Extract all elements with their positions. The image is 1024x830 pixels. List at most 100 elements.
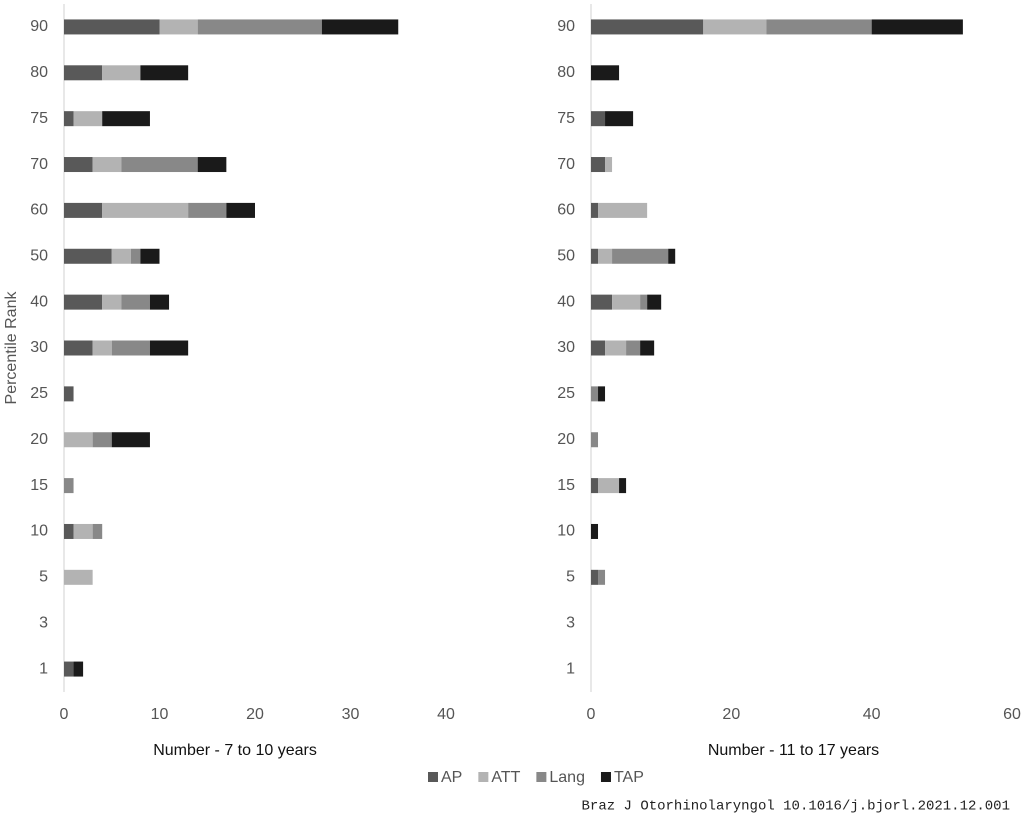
y-tick-label: 15 — [30, 477, 48, 494]
bar-segment — [92, 432, 112, 448]
x-axis-title: Number - 11 to 17 years — [708, 742, 879, 759]
bar-segment — [226, 202, 255, 218]
bar-segment — [111, 248, 131, 264]
y-tick-label: 10 — [30, 523, 48, 540]
bar-segment — [64, 294, 103, 310]
bar-segment — [140, 248, 160, 264]
bar-segment — [640, 340, 655, 356]
bar-segment — [591, 202, 599, 218]
bar-segment — [591, 294, 613, 310]
y-tick-label: 75 — [557, 110, 575, 127]
bar-segment — [766, 19, 872, 35]
y-tick-label: 60 — [557, 202, 575, 219]
bar-segment — [64, 65, 103, 81]
legend-label: ATT — [491, 769, 520, 786]
bar-segment — [598, 386, 606, 402]
y-tick-label: 5 — [39, 569, 48, 586]
bar-segment — [598, 202, 648, 218]
bar-segment — [64, 569, 93, 585]
y-tick-label: 70 — [557, 156, 575, 173]
legend-label: TAP — [614, 769, 644, 786]
bar-segment — [598, 478, 620, 494]
x-tick-label: 30 — [342, 706, 360, 723]
y-tick-label: 30 — [30, 339, 48, 356]
bar-segment — [64, 340, 93, 356]
bar-segment — [64, 202, 103, 218]
bar-segment — [102, 65, 141, 81]
bar-segment — [591, 523, 599, 539]
legend-swatch — [428, 772, 438, 782]
bar-segment — [591, 157, 606, 173]
y-tick-label: 25 — [30, 385, 48, 402]
bar-segment — [64, 248, 112, 264]
bar-segment — [121, 157, 198, 173]
y-tick-label: 40 — [30, 293, 48, 310]
x-tick-label: 20 — [246, 706, 264, 723]
y-tick-label: 70 — [30, 156, 48, 173]
bar-segment — [668, 248, 676, 264]
bar-segment — [591, 478, 599, 494]
bar-segment — [102, 294, 122, 310]
bar-segment — [605, 111, 634, 127]
y-tick-label: 3 — [566, 614, 575, 631]
bar-segment — [612, 248, 669, 264]
x-axis-title: Number - 7 to 10 years — [153, 742, 317, 759]
bar-segment — [591, 65, 620, 81]
y-tick-label: 10 — [557, 523, 575, 540]
y-tick-label: 3 — [39, 614, 48, 631]
bar-segment — [64, 111, 74, 127]
x-tick-label: 10 — [151, 706, 169, 723]
bar-segment — [149, 340, 189, 356]
x-tick-label: 0 — [587, 706, 596, 723]
x-tick-label: 40 — [437, 706, 455, 723]
y-tick-label: 25 — [557, 385, 575, 402]
source: Braz J Otorhinolaryngol 10.1016/j.bjorl.… — [582, 799, 1010, 815]
bar-segment — [591, 248, 599, 264]
bar-segment — [64, 478, 74, 494]
bar-segment — [64, 661, 74, 677]
legend-swatch — [478, 772, 489, 782]
y-tick-label: 50 — [557, 247, 575, 264]
y-tick-label: 1 — [566, 660, 575, 677]
bar-segment — [64, 157, 93, 173]
bar-segment — [92, 523, 103, 539]
y-tick-label: 90 — [557, 18, 575, 35]
legend-label: AP — [441, 769, 462, 786]
legend-swatch — [600, 772, 611, 782]
legend-swatch — [536, 772, 547, 782]
bar-segment — [64, 432, 93, 448]
bar-segment — [591, 432, 599, 448]
y-tick-label: 40 — [557, 293, 575, 310]
x-tick-label: 60 — [1003, 706, 1021, 723]
bar-segment — [149, 294, 170, 310]
bar-segment — [612, 294, 641, 310]
bar-segment — [64, 19, 160, 35]
bar-segment — [598, 248, 613, 264]
bar-segment — [605, 340, 627, 356]
y-tick-label: 20 — [30, 431, 48, 448]
bar-segment — [321, 19, 399, 35]
bar-segment — [197, 19, 322, 35]
bar-segment — [73, 523, 93, 539]
bar-segment — [640, 294, 648, 310]
y-tick-label: 60 — [30, 202, 48, 219]
y-tick-label: 80 — [30, 64, 48, 81]
bar-segment — [619, 478, 627, 494]
bar-segment — [591, 19, 704, 35]
y-tick-label: 90 — [30, 18, 48, 35]
bar-segment — [73, 111, 103, 127]
y-tick-label: 20 — [557, 431, 575, 448]
bar-segment — [598, 569, 606, 585]
bar-segment — [591, 569, 599, 585]
bar-segment — [647, 294, 662, 310]
y-tick-label: 50 — [30, 247, 48, 264]
bar-segment — [591, 340, 606, 356]
legend-label: Lang — [549, 769, 585, 786]
bar-segment — [92, 340, 112, 356]
bar-segment — [703, 19, 767, 35]
bar-segment — [111, 432, 150, 448]
bar-segment — [626, 340, 641, 356]
bar-segment — [64, 523, 74, 539]
bar-segment — [159, 19, 198, 35]
y-tick-label: 15 — [557, 477, 575, 494]
